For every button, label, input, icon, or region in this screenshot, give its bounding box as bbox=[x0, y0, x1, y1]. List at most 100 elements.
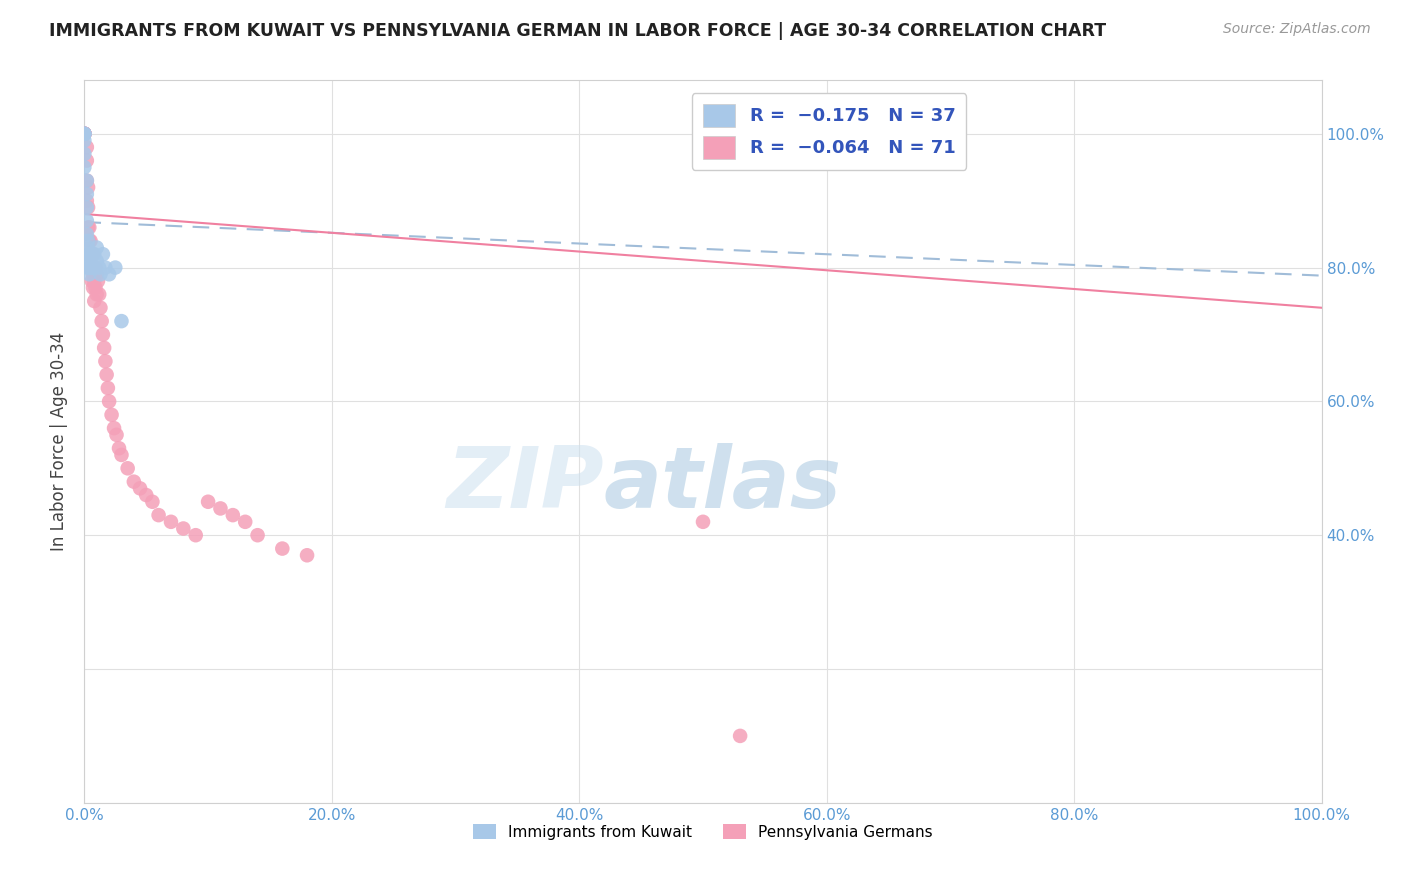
Point bbox=[73, 127, 96, 141]
Y-axis label: In Labor Force | Age 30-34: In Labor Force | Age 30-34 bbox=[51, 332, 69, 551]
Point bbox=[79, 260, 101, 275]
Point bbox=[73, 127, 96, 141]
Point bbox=[91, 247, 114, 261]
Point bbox=[76, 227, 98, 242]
Point bbox=[76, 201, 98, 215]
Point bbox=[86, 241, 108, 255]
Point bbox=[73, 147, 96, 161]
Point bbox=[79, 234, 101, 248]
Point bbox=[76, 140, 98, 154]
Point bbox=[141, 494, 163, 508]
Point bbox=[82, 281, 104, 295]
Point bbox=[73, 161, 96, 175]
Point bbox=[77, 247, 100, 261]
Point bbox=[73, 127, 96, 141]
Point bbox=[73, 127, 96, 141]
Point bbox=[104, 260, 127, 275]
Point bbox=[83, 247, 105, 261]
Point bbox=[172, 521, 194, 535]
Point bbox=[89, 268, 111, 282]
Point bbox=[77, 234, 100, 248]
Point bbox=[73, 134, 96, 148]
Point bbox=[79, 247, 101, 261]
Point bbox=[86, 287, 108, 301]
Point bbox=[82, 268, 104, 282]
Point bbox=[84, 281, 107, 295]
Point bbox=[83, 260, 105, 275]
Point bbox=[79, 260, 101, 275]
Point bbox=[76, 214, 98, 228]
Point bbox=[76, 153, 98, 168]
Text: ZIP: ZIP bbox=[446, 443, 605, 526]
Point bbox=[73, 127, 96, 141]
Point bbox=[728, 729, 751, 743]
Text: Source: ZipAtlas.com: Source: ZipAtlas.com bbox=[1223, 22, 1371, 37]
Point bbox=[246, 528, 269, 542]
Point bbox=[89, 301, 111, 315]
Point bbox=[73, 127, 96, 141]
Point bbox=[76, 187, 98, 202]
Point bbox=[73, 127, 96, 141]
Point bbox=[97, 381, 120, 395]
Point bbox=[110, 448, 132, 462]
Point bbox=[73, 127, 96, 141]
Point bbox=[98, 394, 121, 409]
Point bbox=[76, 173, 98, 188]
Point bbox=[129, 482, 152, 496]
Point bbox=[233, 515, 256, 529]
Point bbox=[86, 268, 108, 282]
Point bbox=[79, 220, 101, 235]
Point bbox=[222, 508, 245, 523]
Point bbox=[83, 294, 105, 309]
Point bbox=[103, 421, 125, 435]
Point bbox=[77, 260, 100, 275]
Point bbox=[692, 515, 714, 529]
Point bbox=[80, 247, 103, 261]
Point bbox=[94, 260, 117, 275]
Point bbox=[89, 260, 111, 275]
Point bbox=[80, 260, 103, 275]
Point bbox=[77, 260, 100, 275]
Point bbox=[77, 247, 100, 261]
Legend: Immigrants from Kuwait, Pennsylvania Germans: Immigrants from Kuwait, Pennsylvania Ger… bbox=[467, 818, 939, 846]
Point bbox=[87, 274, 110, 288]
Point bbox=[77, 220, 100, 235]
Point bbox=[79, 247, 101, 261]
Point bbox=[122, 475, 145, 489]
Point bbox=[110, 314, 132, 328]
Point bbox=[82, 260, 104, 275]
Point bbox=[91, 327, 114, 342]
Point bbox=[271, 541, 294, 556]
Point bbox=[79, 234, 101, 248]
Point bbox=[117, 461, 139, 475]
Point bbox=[73, 127, 96, 141]
Point bbox=[82, 247, 104, 261]
Point bbox=[77, 180, 100, 194]
Point bbox=[79, 254, 101, 268]
Point bbox=[79, 260, 101, 275]
Point bbox=[94, 354, 117, 368]
Point bbox=[89, 287, 111, 301]
Point bbox=[76, 194, 98, 208]
Text: IMMIGRANTS FROM KUWAIT VS PENNSYLVANIA GERMAN IN LABOR FORCE | AGE 30-34 CORRELA: IMMIGRANTS FROM KUWAIT VS PENNSYLVANIA G… bbox=[49, 22, 1107, 40]
Point bbox=[79, 247, 101, 261]
Point bbox=[82, 247, 104, 261]
Point bbox=[79, 268, 101, 282]
Point bbox=[184, 528, 207, 542]
Point bbox=[73, 127, 96, 141]
Point bbox=[73, 127, 96, 141]
Point bbox=[84, 260, 107, 275]
Point bbox=[90, 314, 112, 328]
Point bbox=[83, 260, 105, 275]
Point bbox=[77, 254, 100, 268]
Point bbox=[100, 408, 122, 422]
Point bbox=[83, 274, 105, 288]
Point bbox=[77, 234, 100, 248]
Point bbox=[135, 488, 157, 502]
Point bbox=[160, 515, 183, 529]
Point bbox=[80, 260, 103, 275]
Point bbox=[77, 241, 100, 255]
Point bbox=[295, 548, 318, 563]
Point bbox=[209, 501, 232, 516]
Point bbox=[148, 508, 170, 523]
